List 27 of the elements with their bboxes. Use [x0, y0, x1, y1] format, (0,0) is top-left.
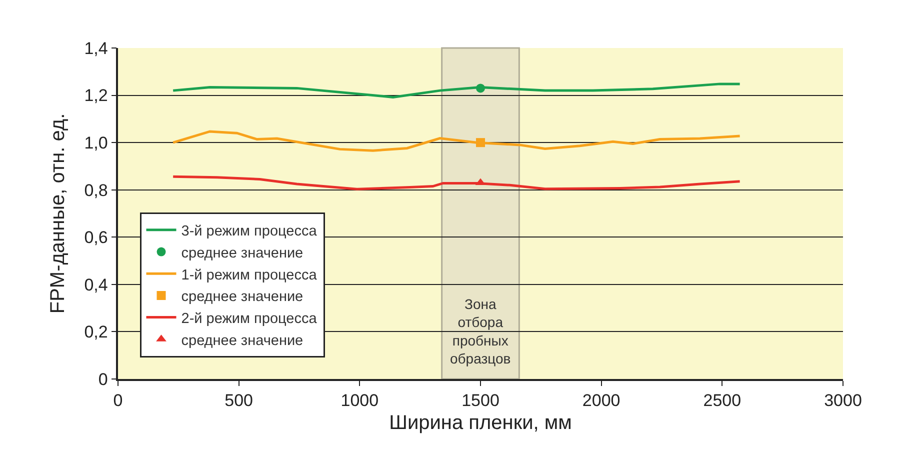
line-series: [172, 82, 742, 98]
x-tick-label: 500: [224, 391, 254, 410]
x-tick-label: 1500: [462, 391, 500, 410]
legend-label: среднее значение: [181, 332, 304, 349]
legend-label: среднее значение: [181, 289, 304, 306]
y-tick-label: 0,6: [84, 228, 108, 248]
y-tick-label: 1,4: [84, 38, 108, 58]
x-tick-label: 0: [113, 391, 123, 410]
y-tick-label: 0,8: [84, 180, 108, 200]
y-tick-label: 1,0: [84, 134, 108, 153]
x-axis-title: Ширина пленки, мм: [389, 412, 572, 434]
x-tick-label: 1000: [340, 391, 379, 410]
y-tick-label: 0: [98, 370, 108, 389]
legend-label: 2-й режим процесса: [181, 310, 318, 327]
x-tick-label: 2500: [703, 391, 742, 410]
band-label: Зона отбора пробных образцов: [450, 296, 511, 367]
y-axis-title: FPM-данные, отн. ед.: [47, 113, 70, 314]
y-tick-label: 1,2: [84, 86, 108, 106]
line-series: [172, 175, 742, 190]
y-tick-label: 0,2: [84, 322, 108, 342]
y-tick-label: 0,4: [84, 275, 108, 294]
x-tick-label: 3000: [824, 391, 862, 410]
legend-label: среднее значение: [181, 245, 304, 262]
legend-label: 3-й режим процесса: [181, 224, 318, 240]
line-series: [172, 130, 742, 152]
x-tick-label: 2000: [582, 391, 620, 410]
legend-label: 1-й режим процесса: [181, 267, 318, 284]
